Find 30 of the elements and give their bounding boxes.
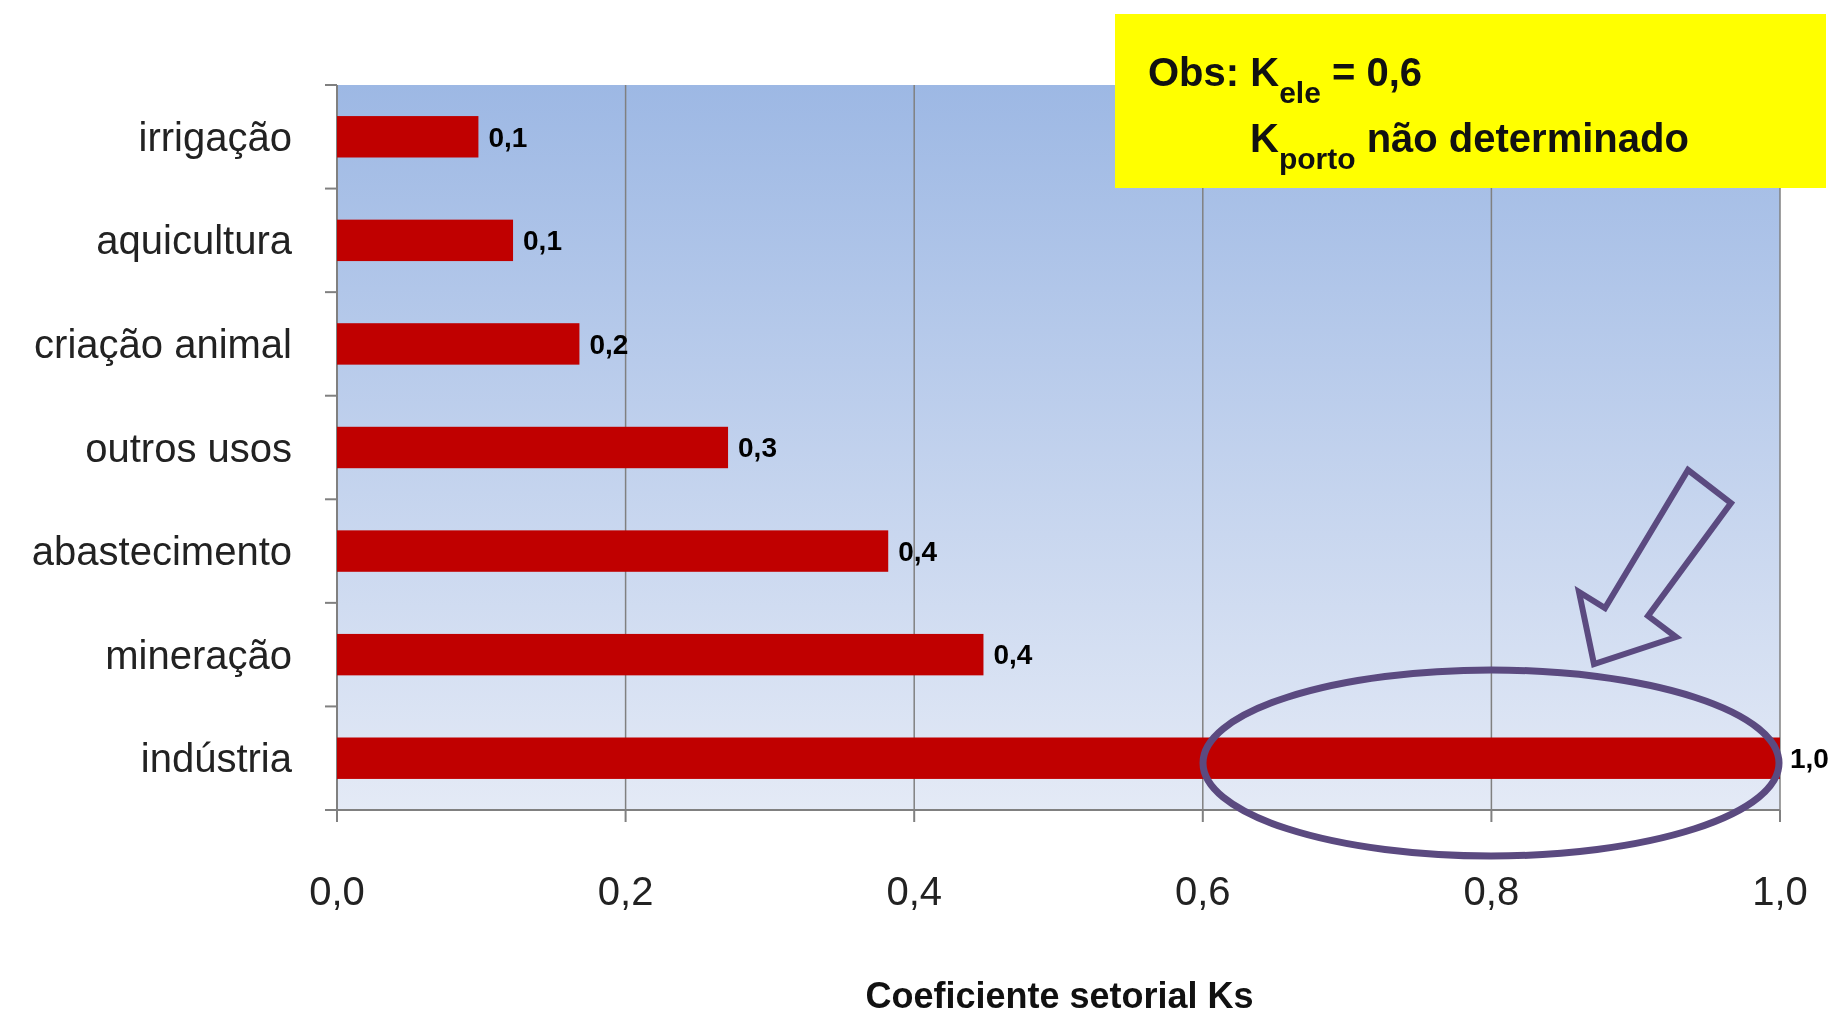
y-tick-label: mineração [105, 632, 292, 677]
x-tick-label: 0,8 [1463, 869, 1520, 913]
y-tick-label: criação animal [34, 321, 292, 366]
bar [337, 737, 1780, 779]
data-label: 0,4 [898, 535, 938, 567]
y-tick-label: indústria [140, 736, 293, 781]
data-label: 0,1 [488, 121, 528, 153]
x-tick-label: 0,2 [597, 869, 654, 913]
y-tick-label: irrigação [138, 114, 292, 159]
data-label: 0,1 [523, 225, 562, 257]
data-label: 1,0 [1790, 743, 1829, 775]
data-label: 0,4 [993, 639, 1033, 671]
x-axis-title: Coeficiente setorial Ks [865, 975, 1254, 1016]
x-tick-label: 0,4 [886, 869, 942, 913]
y-tick-label: outros usos [85, 425, 292, 470]
annotation: K$_{porto}$ não determinado [1250, 116, 1689, 175]
data-label: 0,3 [738, 432, 777, 464]
y-tick-label: aquicultura [96, 218, 293, 263]
y-tick-label: abastecimento [31, 529, 292, 574]
x-tick-label: 0,6 [1175, 869, 1231, 913]
bar [337, 530, 889, 572]
bar [337, 323, 580, 365]
data-label: 0,2 [589, 328, 629, 360]
annotation: Obs: K$_{ele}$ = 0,6 [1148, 50, 1423, 109]
bar [337, 633, 984, 676]
x-tick-label: 0,0 [309, 869, 365, 913]
bar [337, 426, 729, 469]
bar [337, 116, 479, 158]
x-tick-label: 1,0 [1752, 869, 1808, 913]
bar [337, 219, 514, 262]
